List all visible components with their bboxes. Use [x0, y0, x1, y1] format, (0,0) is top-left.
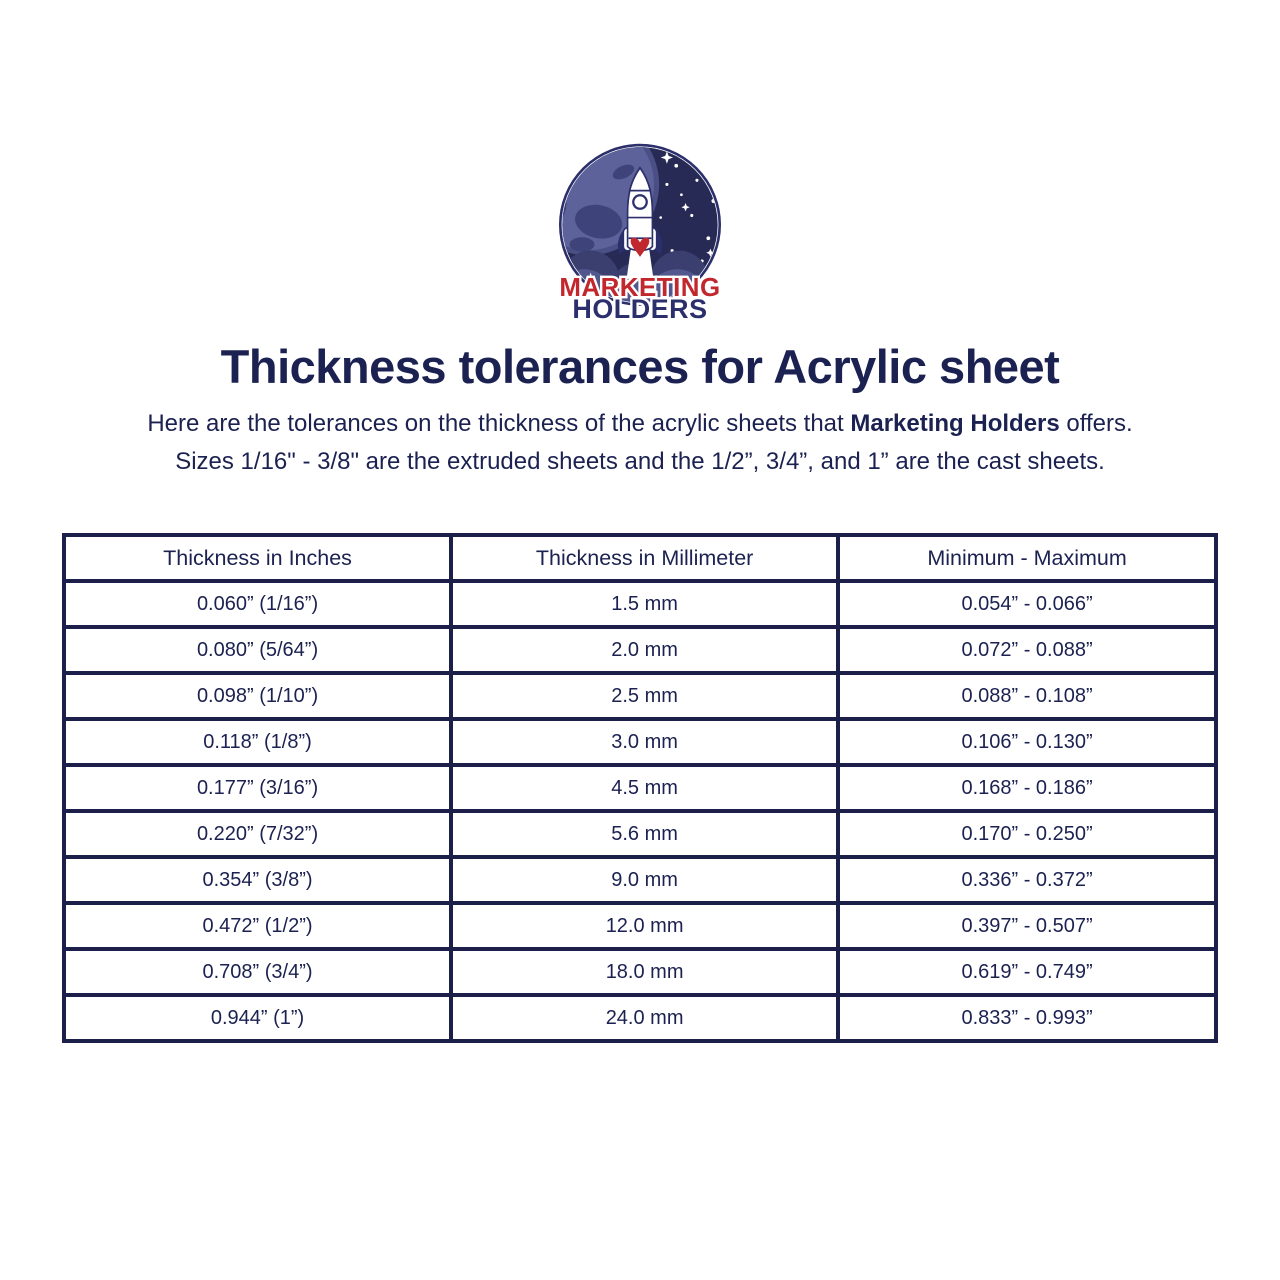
cell-inches: 0.118” (1/8”)	[61, 717, 454, 767]
cell-mm: 12.0 mm	[449, 901, 841, 951]
intro-line1-pre: Here are the tolerances on the thickness…	[147, 410, 851, 437]
cell-mm: 3.0 mm	[449, 717, 841, 767]
cell-mm: 4.5 mm	[449, 763, 841, 813]
col-header-inches: Thickness in Inches	[61, 533, 454, 583]
cell-range: 0.088” - 0.108”	[836, 671, 1218, 721]
intro-line1-post: offers.	[1059, 410, 1133, 437]
table-row: 0.944” (1”) 24.0 mm 0.833” - 0.993”	[61, 993, 1218, 1043]
rocket	[617, 166, 663, 257]
intro-line-1: Here are the tolerances on the thickness…	[50, 405, 1230, 443]
intro-text: Here are the tolerances on the thickness…	[50, 405, 1230, 481]
cell-inches: 0.080” (5/64”)	[61, 625, 454, 675]
cell-range: 0.168” - 0.186”	[836, 763, 1218, 813]
table-row: 0.118” (1/8”) 3.0 mm 0.106” - 0.130”	[61, 717, 1218, 767]
table-row: 0.220” (7/32”) 5.6 mm 0.170” - 0.250”	[61, 809, 1218, 859]
table-row: 0.708” (3/4”) 18.0 mm 0.619” - 0.749”	[61, 947, 1218, 997]
cell-mm: 2.5 mm	[449, 671, 841, 721]
rocket-heart	[630, 237, 650, 257]
cell-range: 0.619” - 0.749”	[836, 947, 1218, 997]
cell-range: 0.054” - 0.066”	[836, 579, 1218, 629]
cell-range: 0.106” - 0.130”	[836, 717, 1218, 767]
table-row: 0.080” (5/64”) 2.0 mm 0.072” - 0.088”	[61, 625, 1218, 675]
cell-mm: 9.0 mm	[449, 855, 841, 905]
cell-mm: 24.0 mm	[449, 993, 841, 1043]
logo: MARKETING HOLDERS	[0, 0, 1280, 326]
cell-range: 0.072” - 0.088”	[836, 625, 1218, 675]
cell-mm: 5.6 mm	[449, 809, 841, 859]
table-row: 0.354” (3/8”) 9.0 mm 0.336” - 0.372”	[61, 855, 1218, 905]
col-header-millimeter: Thickness in Millimeter	[449, 533, 841, 583]
cell-range: 0.397” - 0.507”	[836, 901, 1218, 951]
logo-text-holders: HOLDERS	[572, 294, 707, 319]
table-row: 0.098” (1/10”) 2.5 mm 0.088” - 0.108”	[61, 671, 1218, 721]
cell-mm: 2.0 mm	[449, 625, 841, 675]
table-header-row: Thickness in Inches Thickness in Millime…	[61, 533, 1218, 583]
cell-inches: 0.098” (1/10”)	[61, 671, 454, 721]
logo-text-marketing: MARKETING	[559, 274, 720, 302]
cell-range: 0.170” - 0.250”	[836, 809, 1218, 859]
cell-inches: 0.944” (1”)	[61, 993, 454, 1043]
cell-range: 0.336” - 0.372”	[836, 855, 1218, 905]
tolerance-table: Thickness in Inches Thickness in Millime…	[61, 533, 1218, 1043]
cell-mm: 1.5 mm	[449, 579, 841, 629]
intro-brand-name: Marketing Holders	[850, 410, 1060, 437]
cell-mm: 18.0 mm	[449, 947, 841, 997]
table-row: 0.177” (3/16”) 4.5 mm 0.168” - 0.186”	[61, 763, 1218, 813]
cell-inches: 0.354” (3/8”)	[61, 855, 454, 905]
cell-inches: 0.177” (3/16”)	[61, 763, 454, 813]
cell-inches: 0.472” (1/2”)	[61, 901, 454, 951]
table-row: 0.472” (1/2”) 12.0 mm 0.397” - 0.507”	[61, 901, 1218, 951]
cell-range: 0.833” - 0.993”	[836, 993, 1218, 1043]
marketing-holders-logo: MARKETING HOLDERS	[557, 143, 722, 326]
rocket-window	[632, 194, 648, 210]
intro-line-2: Sizes 1/16" - 3/8" are the extruded shee…	[175, 448, 1105, 475]
table-row: 0.060” (1/16”) 1.5 mm 0.054” - 0.066”	[61, 579, 1218, 629]
col-header-min-max: Minimum - Maximum	[836, 533, 1218, 583]
page-title: Thickness tolerances for Acrylic sheet	[220, 340, 1060, 393]
cell-inches: 0.220” (7/32”)	[61, 809, 454, 859]
cell-inches: 0.060” (1/16”)	[61, 579, 454, 629]
cell-inches: 0.708” (3/4”)	[61, 947, 454, 997]
